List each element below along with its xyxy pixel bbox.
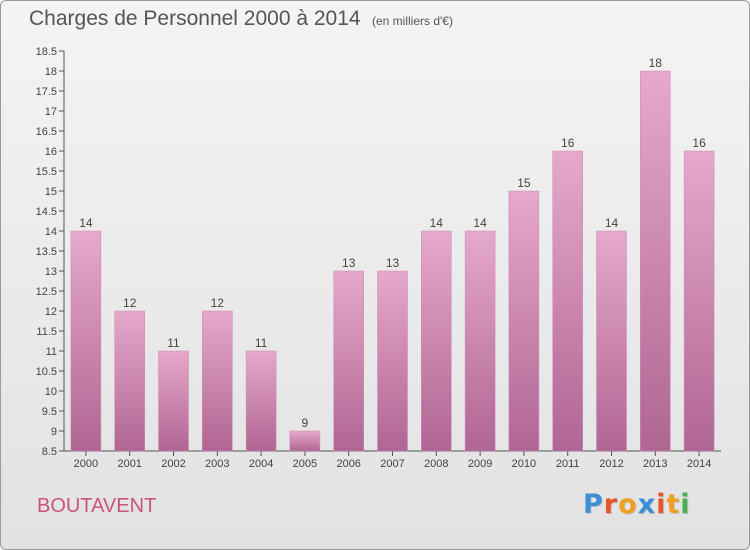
- x-tick-label-2011: 2011: [556, 458, 580, 470]
- bar-2006: [333, 270, 364, 452]
- x-tick-label-2013: 2013: [643, 458, 667, 470]
- data-label-2013: 18: [649, 56, 663, 70]
- x-tick-label-2002: 2002: [161, 458, 185, 470]
- data-label-2012: 14: [605, 216, 619, 230]
- x-axis: 2000 2001 2002 2003 2004 2005 2006 2007 2008 2009…: [64, 450, 721, 470]
- commune-name: BOUTAVENT: [37, 495, 157, 517]
- logo-letter: o: [618, 489, 638, 520]
- y-tick-label: 14: [45, 226, 57, 238]
- y-tick-label: 9: [51, 426, 57, 438]
- y-axis: 8.5 9 9.5 10 10.5 11 11.5 12 12.5 13 13.5 14 14.5 15 1…: [36, 46, 65, 458]
- bar-2014: [683, 150, 715, 452]
- y-tick-label: 13.5: [36, 246, 57, 258]
- data-label-2001: 12: [123, 296, 137, 310]
- bar-2012: [596, 230, 627, 452]
- data-label-2000: 14: [79, 216, 93, 230]
- data-label-2014: 16: [692, 136, 706, 150]
- logo-letter: i: [680, 489, 691, 520]
- y-tick-label: 8.5: [42, 446, 57, 458]
- data-label-2008: 14: [430, 216, 444, 230]
- x-tick-label-2004: 2004: [249, 458, 273, 470]
- y-tick-label: 12.5: [36, 286, 57, 298]
- data-label-2002: 11: [167, 336, 180, 350]
- y-tick-label: 10.5: [36, 366, 57, 378]
- x-tick-label-2001: 2001: [117, 458, 141, 470]
- x-tick-label-2007: 2007: [380, 458, 404, 470]
- data-label-2005: 9: [302, 416, 309, 430]
- y-tick-label: 15: [45, 186, 57, 198]
- x-tick-label-2010: 2010: [512, 458, 536, 470]
- bar-2010: [508, 190, 540, 452]
- x-tick-label-2012: 2012: [599, 458, 623, 470]
- x-tick-label-2006: 2006: [336, 458, 360, 470]
- bar-2002: [158, 350, 189, 452]
- y-tick-label: 15.5: [36, 166, 57, 178]
- y-tick-label: 17.5: [36, 86, 57, 98]
- x-tick-label-2005: 2005: [293, 458, 317, 470]
- x-tick-label-2000: 2000: [74, 458, 98, 470]
- bar-2011: [552, 150, 583, 452]
- bar-2004: [245, 350, 277, 452]
- y-tick-label: 16.5: [36, 126, 57, 138]
- bar-2000: [70, 230, 102, 452]
- data-label-2003: 12: [211, 296, 225, 310]
- data-label-2009: 14: [473, 216, 487, 230]
- logo-letter: i: [656, 489, 667, 520]
- y-tick-label: 17: [45, 106, 57, 118]
- data-label-2006: 13: [342, 256, 356, 270]
- x-tick-label-2014: 2014: [687, 458, 711, 470]
- x-tick-label-2008: 2008: [424, 458, 448, 470]
- y-tick-label: 18.5: [36, 46, 57, 58]
- y-tick-label: 14.5: [36, 206, 57, 218]
- proxiti-logo[interactable]: Proxiti: [583, 489, 691, 520]
- y-tick-label: 11: [46, 346, 57, 358]
- bar-2013: [640, 70, 671, 452]
- y-tick-label: 18: [45, 66, 57, 78]
- logo-letter: t: [666, 489, 681, 520]
- bar-2001: [114, 310, 145, 452]
- data-label-2004: 11: [255, 336, 268, 350]
- logo-letter: P: [583, 489, 604, 520]
- x-tick-label-2003: 2003: [205, 458, 229, 470]
- bar-2009: [464, 230, 496, 452]
- data-label-2007: 13: [386, 256, 400, 270]
- bar-2007: [377, 270, 408, 452]
- y-tick-label: 16: [45, 146, 57, 158]
- logo-letter: x: [637, 489, 657, 520]
- chart-title: Charges de Personnel 2000 à 2014: [29, 7, 361, 30]
- y-tick-label: 12: [45, 306, 57, 318]
- data-label-2011: 16: [561, 136, 575, 150]
- bar-2003: [202, 310, 233, 452]
- y-tick-label: 11.5: [36, 326, 57, 338]
- bar-2005: [289, 430, 321, 452]
- bars-group: 14 12 11 12 11 9 13 13 14 14 15 16 14 18 16: [70, 56, 715, 452]
- y-tick-label: 10: [45, 386, 57, 398]
- x-tick-label-2009: 2009: [468, 458, 492, 470]
- y-tick-label: 13: [45, 266, 57, 278]
- bar-2008: [421, 230, 452, 452]
- data-label-2010: 15: [517, 176, 531, 190]
- y-tick-label: 9.5: [42, 406, 57, 418]
- chart-subtitle: (en milliers d'€): [372, 14, 453, 28]
- logo-letter: r: [603, 489, 619, 520]
